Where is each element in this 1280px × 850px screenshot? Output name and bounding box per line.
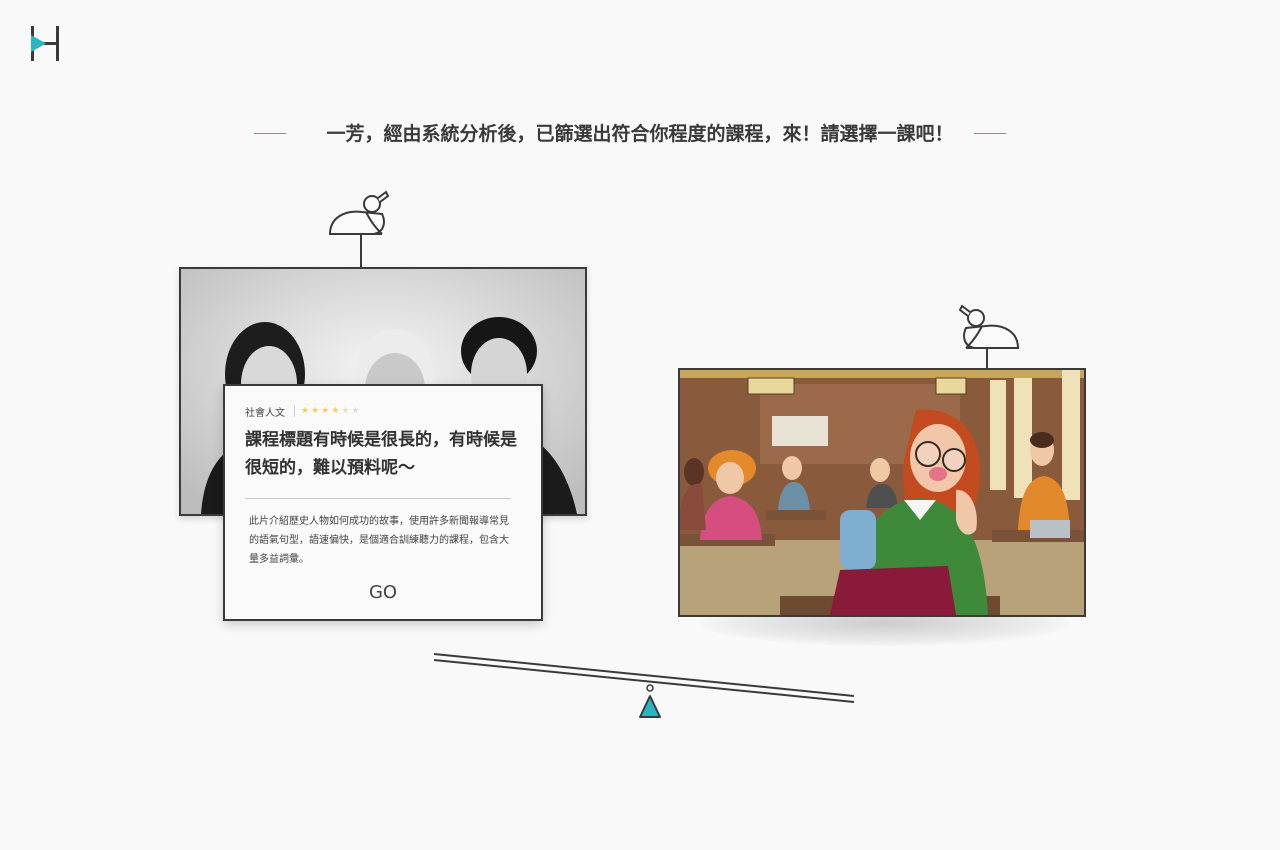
bird-icon [958, 304, 1020, 370]
go-button[interactable]: GO [368, 582, 398, 603]
course-title: 課程標題有時候是很長的，有時候是很短的，難以預料呢～ [245, 430, 517, 478]
card-divider [245, 498, 511, 499]
star-empty-icon: ★ [341, 406, 350, 416]
course-category: 社會人文 [245, 407, 285, 419]
seesaw-icon [433, 653, 855, 718]
classroom-illustration[interactable] [678, 368, 1086, 617]
bird-icon [328, 190, 390, 268]
headline-right-line [974, 133, 1006, 134]
star-filled-icon: ★ [311, 406, 320, 416]
course-description: 此片介紹歷史人物如何成功的故事，使用許多新聞報導常見的語氣句型，語速偏快，是個適… [249, 516, 509, 565]
headline-left-line [254, 133, 286, 134]
star-filled-icon: ★ [301, 406, 310, 416]
course-meta: 社會人文 ★ ★ ★ ★ ★ ★ [245, 404, 361, 419]
meta-divider [294, 405, 295, 417]
star-empty-icon: ★ [351, 406, 360, 416]
star-filled-icon: ★ [331, 406, 340, 416]
star-filled-icon: ★ [321, 406, 330, 416]
rating-stars: ★ ★ ★ ★ ★ ★ [301, 406, 361, 416]
course-card[interactable]: 社會人文 ★ ★ ★ ★ ★ ★ 課程標題有時候是很長的，有時候是很短的，難以預… [223, 384, 543, 621]
h-play-logo-icon[interactable] [30, 26, 60, 62]
page-headline: 一芳，經由系統分析後，已篩選出符合你程度的課程，來！請選擇一課吧！ [326, 123, 954, 145]
